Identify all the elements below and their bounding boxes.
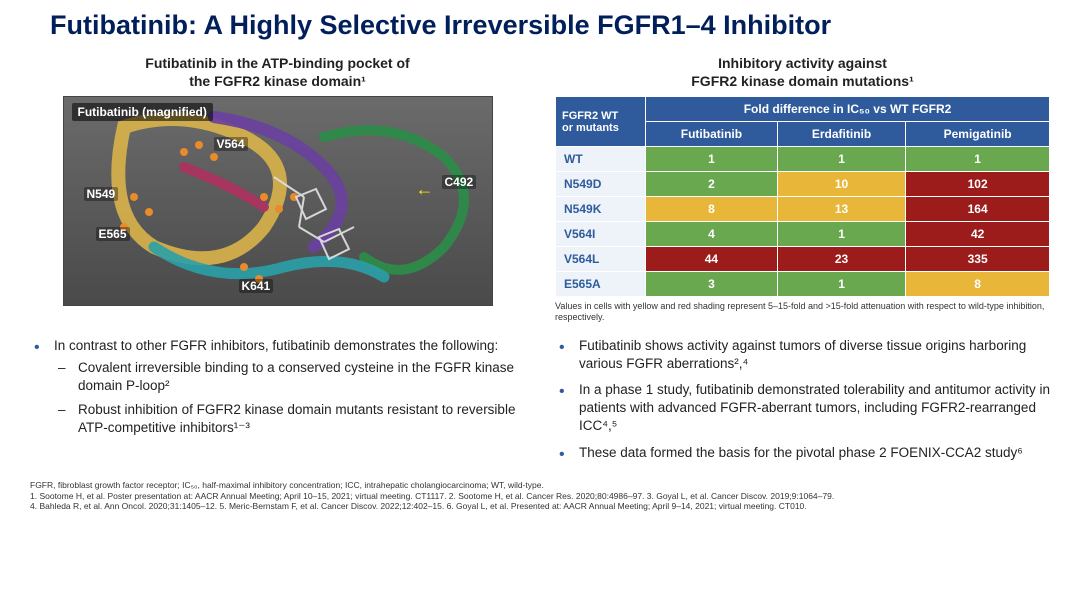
refs-line3: 4. Bahleda R, et al. Ann Oncol. 2020;31:…: [30, 501, 1050, 512]
ic50-cell: 1: [777, 272, 905, 297]
ic50-cell: 1: [777, 222, 905, 247]
ic50-cell: 2: [646, 172, 778, 197]
ic50-table: FGFR2 WT or mutants Fold difference in I…: [555, 96, 1050, 297]
ic50-cell: 10: [777, 172, 905, 197]
refs-abbrev: FGFR, fibroblast growth factor receptor;…: [30, 480, 1050, 491]
ic50-cell: 1: [777, 147, 905, 172]
molecule-tag: Futibatinib (magnified): [72, 103, 213, 121]
label-v564: V564: [214, 137, 248, 151]
bullets-left: In contrast to other FGFR inhibitors, fu…: [30, 337, 525, 470]
ic50-cell: 4: [646, 222, 778, 247]
bullet-phase1: In a phase 1 study, futibatinib demonstr…: [573, 381, 1050, 436]
table-subhead-l2: FGFR2 kinase domain mutations¹: [691, 73, 913, 89]
table-row: V564L4423335: [556, 247, 1050, 272]
table-footnote: Values in cells with yellow and red shad…: [555, 301, 1050, 323]
table-column: Inhibitory activity against FGFR2 kinase…: [555, 55, 1050, 323]
references: FGFR, fibroblast growth factor receptor;…: [30, 480, 1050, 512]
ic50-cell: 13: [777, 197, 905, 222]
label-c492: C492: [442, 175, 477, 189]
subbullet-robust: Robust inhibition of FGFR2 kinase domain…: [72, 401, 525, 437]
bullet-foenix: These data formed the basis for the pivo…: [573, 444, 1050, 462]
row-label: WT: [556, 147, 646, 172]
row-label: N549K: [556, 197, 646, 222]
table-header-span: Fold difference in IC₅₀ vs WT FGFR2: [646, 97, 1050, 122]
label-k641: K641: [239, 279, 274, 293]
bullets-row: In contrast to other FGFR inhibitors, fu…: [30, 337, 1050, 470]
figure-row: Futibatinib in the ATP-binding pocket of…: [30, 55, 1050, 323]
table-row: WT111: [556, 147, 1050, 172]
table-corner: FGFR2 WT or mutants: [556, 97, 646, 147]
table-row: E565A318: [556, 272, 1050, 297]
ic50-cell: 8: [906, 272, 1050, 297]
ic50-cell: 23: [777, 247, 905, 272]
label-e565: E565: [96, 227, 130, 241]
col-erdafitinib: Erdafitinib: [777, 122, 905, 147]
ic50-cell: 42: [906, 222, 1050, 247]
table-subhead: Inhibitory activity against FGFR2 kinase…: [555, 55, 1050, 90]
row-label: V564L: [556, 247, 646, 272]
table-row: N549D210102: [556, 172, 1050, 197]
ic50-cell: 102: [906, 172, 1050, 197]
bullet-activity: Futibatinib shows activity against tumor…: [573, 337, 1050, 373]
row-label: N549D: [556, 172, 646, 197]
table-subhead-l1: Inhibitory activity against: [718, 55, 887, 71]
ic50-cell: 164: [906, 197, 1050, 222]
ic50-cell: 335: [906, 247, 1050, 272]
ic50-cell: 8: [646, 197, 778, 222]
page-title: Futibatinib: A Highly Selective Irrevers…: [50, 10, 1050, 41]
bullet-contrast-text: In contrast to other FGFR inhibitors, fu…: [54, 338, 498, 353]
molecule-subhead-l2: the FGFR2 kinase domain¹: [189, 73, 366, 89]
refs-line2: 1. Sootome H, et al. Poster presentation…: [30, 491, 1050, 502]
subbullet-covalent: Covalent irreversible binding to a conse…: [72, 359, 525, 395]
ribbon-svg: [64, 97, 493, 306]
ic50-cell: 44: [646, 247, 778, 272]
corner-l1: FGFR2 WT: [562, 110, 618, 122]
row-label: E565A: [556, 272, 646, 297]
col-pemigatinib: Pemigatinib: [906, 122, 1050, 147]
bullets-right: Futibatinib shows activity against tumor…: [555, 337, 1050, 470]
table-row: V564I4142: [556, 222, 1050, 247]
ic50-cell: 1: [906, 147, 1050, 172]
corner-l2: or mutants: [562, 122, 619, 134]
ic50-cell: 1: [646, 147, 778, 172]
bullet-contrast: In contrast to other FGFR inhibitors, fu…: [48, 337, 525, 438]
arrow-icon: ←: [416, 179, 434, 200]
molecule-subhead-l1: Futibatinib in the ATP-binding pocket of: [145, 55, 409, 71]
ic50-cell: 3: [646, 272, 778, 297]
col-futibatinib: Futibatinib: [646, 122, 778, 147]
molecule-figure: Futibatinib (magnified) V564 N549 E565 K…: [63, 96, 493, 306]
label-n549: N549: [84, 187, 119, 201]
table-row: N549K813164: [556, 197, 1050, 222]
molecule-subhead: Futibatinib in the ATP-binding pocket of…: [30, 55, 525, 90]
molecule-column: Futibatinib in the ATP-binding pocket of…: [30, 55, 525, 323]
row-label: V564I: [556, 222, 646, 247]
